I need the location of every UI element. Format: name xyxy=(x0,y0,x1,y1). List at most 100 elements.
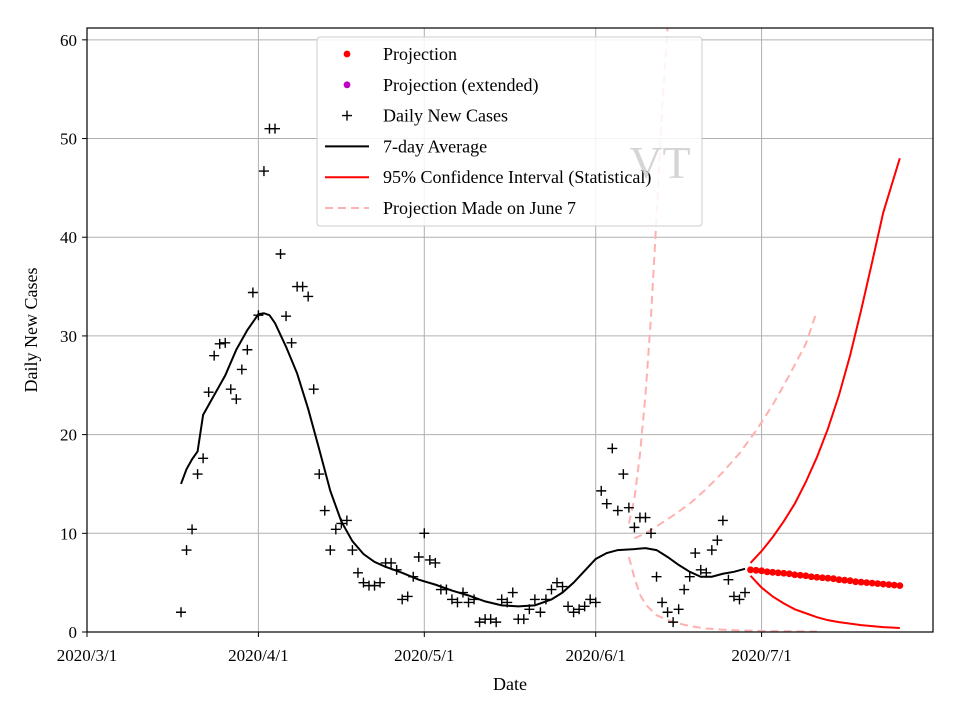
projection-point xyxy=(758,567,765,575)
june7-ci-upper-line xyxy=(627,28,669,524)
daily-case-marker xyxy=(220,337,231,348)
daily-case-marker xyxy=(695,564,706,575)
projection-point xyxy=(796,571,804,579)
projection-point xyxy=(763,568,771,576)
daily-case-marker xyxy=(546,584,557,595)
daily-case-marker xyxy=(430,557,441,568)
daily-case-marker xyxy=(391,564,402,575)
y-tick-label: 0 xyxy=(69,623,78,642)
ci-lower-line xyxy=(749,575,900,630)
x-axis-label: Date xyxy=(493,674,527,694)
legend-label: 95% Confidence Interval (Statistical) xyxy=(383,167,651,188)
daily-case-marker xyxy=(496,594,507,605)
daily-case-marker xyxy=(441,584,452,595)
daily-case-marker xyxy=(336,518,347,529)
daily-case-marker xyxy=(491,617,502,628)
watermark-text: VT xyxy=(629,137,690,188)
daily-case-marker xyxy=(701,567,712,578)
daily-case-marker xyxy=(446,594,457,605)
daily-case-marker xyxy=(679,584,690,595)
daily-case-marker xyxy=(314,469,325,480)
daily-case-marker xyxy=(601,498,612,509)
daily-case-marker xyxy=(684,571,695,582)
daily-case-marker xyxy=(413,551,424,562)
daily-case-marker xyxy=(474,617,485,628)
daily-case-marker xyxy=(253,310,264,321)
daily-case-marker xyxy=(563,601,574,612)
projection-point xyxy=(791,571,799,579)
legend-plus-icon xyxy=(342,110,352,121)
legend: Projection Projection (extended) Daily New… xyxy=(316,36,703,227)
legend-label: Projection Made on June 7 xyxy=(383,198,576,218)
daily-case-marker xyxy=(258,166,269,177)
daily-case-marker xyxy=(303,291,314,302)
june7-projection-line xyxy=(634,310,818,540)
daily-case-marker xyxy=(242,344,253,355)
y-tick-label: 30 xyxy=(60,327,77,346)
projection-point xyxy=(785,570,793,578)
legend-label: Daily New Cases xyxy=(383,106,508,126)
daily-case-marker xyxy=(402,591,413,602)
y-tick-label: 10 xyxy=(60,524,77,543)
projection-point xyxy=(802,572,810,580)
daily-case-marker xyxy=(529,594,540,605)
daily-case-marker xyxy=(270,123,280,134)
daily-case-marker xyxy=(375,577,386,588)
daily-case-marker xyxy=(458,587,468,598)
projection-point xyxy=(890,581,898,589)
daily-case-marker xyxy=(325,545,336,556)
x-tick-label: 2020/7/1 xyxy=(731,646,791,665)
daily-case-marker xyxy=(740,587,750,598)
daily-case-marker xyxy=(623,502,634,513)
daily-case-marker xyxy=(386,557,397,568)
daily-case-marker xyxy=(275,249,286,260)
daily-case-marker xyxy=(579,601,590,612)
y-tick-label: 60 xyxy=(60,31,77,50)
daily-case-marker xyxy=(712,535,723,546)
daily-case-marker xyxy=(657,597,668,608)
daily-case-marker xyxy=(612,505,623,516)
daily-case-marker xyxy=(507,587,518,598)
daily-case-marker xyxy=(524,604,535,615)
daily-case-marker xyxy=(469,594,480,605)
plot-frame xyxy=(86,27,934,633)
x-tick-label: 2020/4/1 xyxy=(228,646,288,665)
daily-case-marker xyxy=(557,581,568,592)
daily-case-marker xyxy=(297,281,308,292)
daily-case-marker xyxy=(424,554,435,565)
daily-case-marker xyxy=(668,617,679,628)
daily-case-marker xyxy=(673,604,684,615)
daily-case-marker xyxy=(651,571,662,582)
daily-case-marker xyxy=(585,594,596,605)
legend-label: Projection xyxy=(383,44,457,64)
daily-case-marker xyxy=(485,614,496,625)
daily-case-marker xyxy=(690,548,701,559)
x-tick-label: 2020/6/1 xyxy=(565,646,625,665)
daily-case-marker xyxy=(662,607,673,618)
projection-point xyxy=(747,566,754,574)
daily-case-marker xyxy=(728,591,739,602)
ci-upper-line xyxy=(749,157,901,564)
projection-point xyxy=(841,576,848,584)
daily-case-marker xyxy=(369,580,380,591)
daily-case-marker xyxy=(341,515,352,526)
projection-point xyxy=(879,580,887,588)
daily-case-marker xyxy=(286,337,297,348)
daily-case-marker xyxy=(419,528,430,539)
daily-case-marker xyxy=(352,567,363,578)
daily-case-marker xyxy=(397,594,408,605)
daily-case-marker xyxy=(192,469,203,480)
y-tick-label: 20 xyxy=(60,426,77,445)
daily-case-marker xyxy=(236,364,247,375)
daily-case-marker xyxy=(176,607,186,618)
daily-case-marker xyxy=(408,571,419,582)
daily-case-marker xyxy=(330,524,341,535)
daily-case-marker xyxy=(209,350,220,361)
projection-point xyxy=(752,566,760,574)
daily-case-marker xyxy=(502,597,513,608)
legend-label: 7-day Average xyxy=(383,136,487,156)
daily-case-marker xyxy=(646,528,656,539)
projection-point xyxy=(846,577,854,585)
x-tick-label: 2020/3/1 xyxy=(57,646,117,665)
daily-case-marker xyxy=(347,545,358,556)
